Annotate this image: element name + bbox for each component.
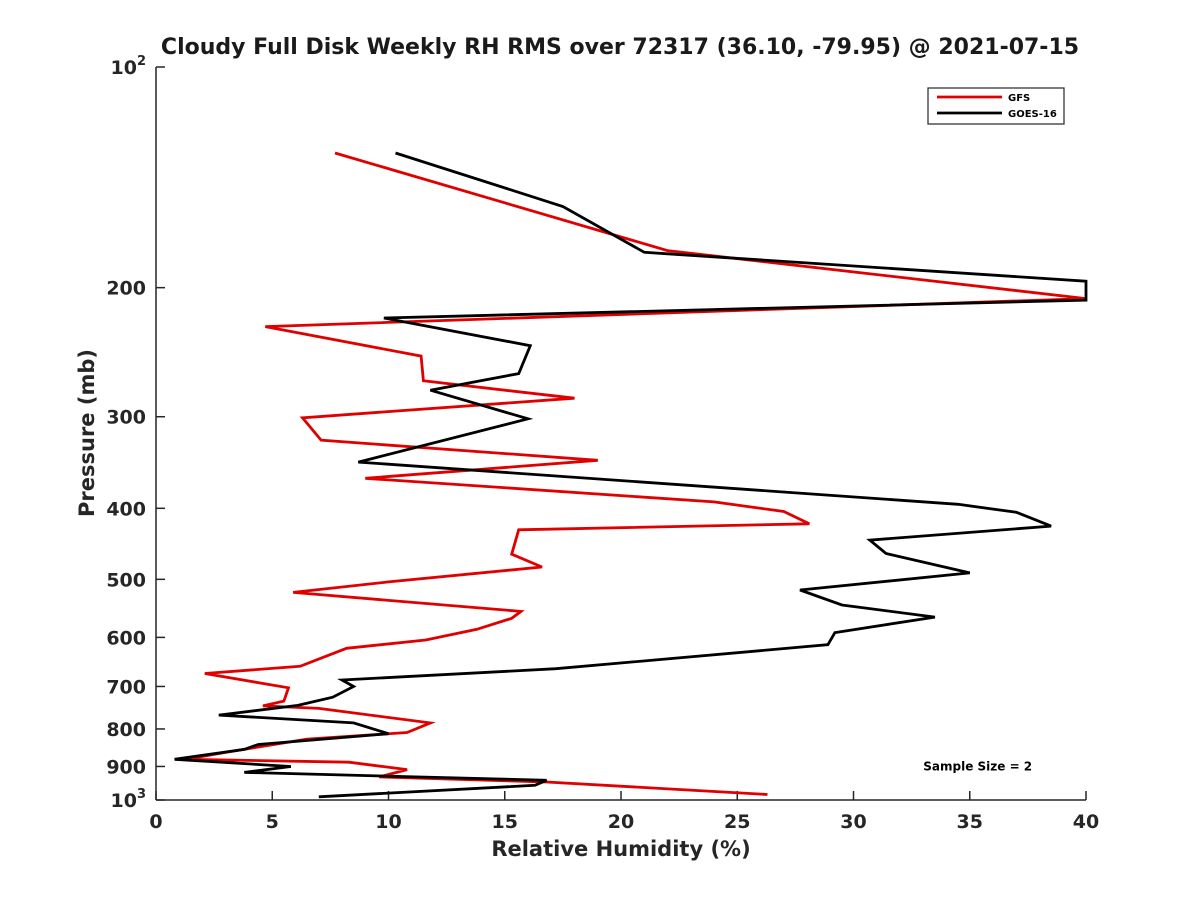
legend-label-goes-16: GOES-16 xyxy=(1008,109,1057,120)
x-tick-label: 10 xyxy=(375,811,401,833)
legend-box xyxy=(927,87,1065,125)
series-line-gfs xyxy=(185,151,1087,796)
chart-title: Cloudy Full Disk Weekly RH RMS over 7231… xyxy=(161,35,1079,60)
x-tick-label: 35 xyxy=(957,811,983,833)
y-tick-label-base: 800 xyxy=(106,719,146,741)
x-tick-label: 25 xyxy=(724,811,750,833)
y-tick-label-base: 10 xyxy=(111,790,137,812)
sample-size-annotation: Sample Size = 2 xyxy=(923,759,1032,773)
y-tick-label: 900 xyxy=(106,756,146,778)
legend-label-gfs: GFS xyxy=(1008,93,1030,104)
series-line-goes-16 xyxy=(174,151,1088,799)
y-tick-label-base: 700 xyxy=(106,676,146,698)
y-tick-label: 700 xyxy=(106,676,146,698)
plot-series xyxy=(174,151,1088,799)
y-tick-label: 400 xyxy=(106,498,146,520)
y-tick-label-exponent: 3 xyxy=(137,787,146,802)
y-tick-label: 800 xyxy=(106,719,146,741)
x-tick-label: 20 xyxy=(608,811,634,833)
legend: GFS GOES-16 xyxy=(927,87,1065,125)
y-tick-label-exponent: 2 xyxy=(137,54,146,69)
y-axis-label: Pressure (mb) xyxy=(75,349,99,517)
axes: 0 5 10 15 20 25 30 35 40102200300400500600700800… xyxy=(106,54,1099,833)
y-tick-label: 103 xyxy=(111,787,147,812)
x-tick-label: 5 xyxy=(266,811,279,833)
y-tick-label: 200 xyxy=(106,278,146,300)
y-tick-label-base: 900 xyxy=(106,756,146,778)
y-tick-label-base: 200 xyxy=(106,278,146,300)
y-tick-label-base: 400 xyxy=(106,498,146,520)
x-tick-label: 15 xyxy=(492,811,518,833)
y-tick-label-base: 300 xyxy=(106,407,146,429)
y-tick-label: 102 xyxy=(111,54,147,79)
y-tick-label-base: 500 xyxy=(106,569,146,591)
x-tick-label: 0 xyxy=(149,811,162,833)
y-tick-label: 600 xyxy=(106,627,146,649)
x-axis-label: Relative Humidity (%) xyxy=(491,837,750,861)
x-tick-label: 40 xyxy=(1073,811,1099,833)
x-tick-label: 30 xyxy=(840,811,866,833)
y-tick-label: 500 xyxy=(106,569,146,591)
y-tick-label-base: 10 xyxy=(111,57,137,79)
y-tick-label-base: 600 xyxy=(106,627,146,649)
y-tick-label: 300 xyxy=(106,407,146,429)
annotations: Sample Size = 2 xyxy=(923,759,1032,773)
